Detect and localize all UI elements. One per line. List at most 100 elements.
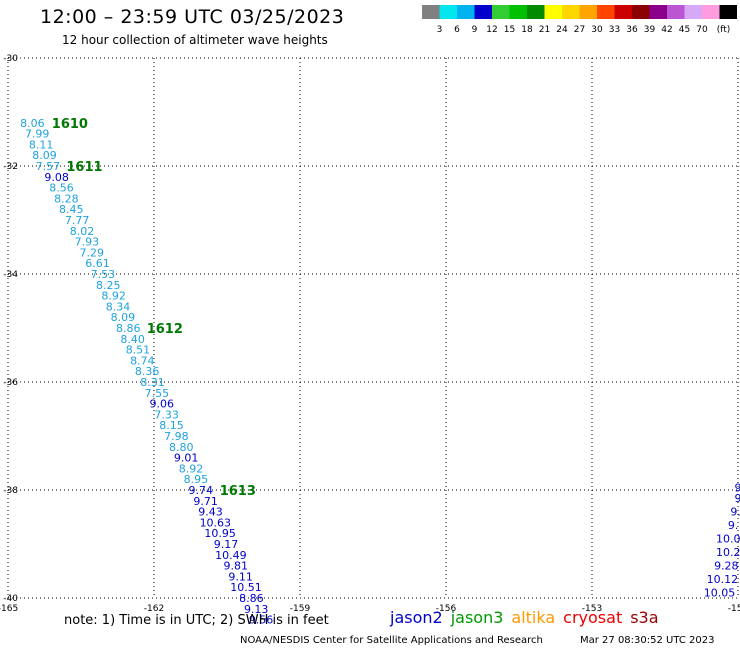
swh-value: 7.93: [75, 236, 100, 249]
y-tick-label: -38: [3, 486, 18, 496]
y-tick-label: -40: [3, 594, 18, 604]
swh-value: 8.02: [70, 225, 95, 238]
credit-text: NOAA/NESDIS Center for Satellite Applica…: [240, 635, 543, 646]
swh-value: 8.95: [184, 473, 209, 486]
legend-label: 36: [626, 25, 638, 35]
swh-value: 9.74: [188, 484, 213, 497]
swh-value: 8.40: [120, 333, 145, 346]
swh-value: 9.81: [224, 560, 249, 573]
chart-title: 12:00 – 23:59 UTC 03/25/2023: [40, 6, 345, 28]
legend-swatch: [614, 5, 632, 19]
x-tick-label: -162: [144, 604, 164, 614]
swh-value: 8.74: [130, 354, 155, 367]
swh-value: 10.0: [716, 533, 740, 546]
swh-value: 10.51: [230, 581, 262, 594]
swh-value: 9: [735, 492, 740, 505]
legend-label: 12: [486, 25, 497, 35]
swh-value: 10.2: [716, 546, 740, 559]
x-tick-label: -165: [0, 604, 18, 614]
swh-value: 9.06: [150, 398, 175, 411]
legend-label: 33: [609, 25, 620, 35]
color-legend: 3 6 9 12 15 18 21 24 27 30 33 36 39 42 45 70 (ft): [422, 5, 737, 35]
swh-value: 8.11: [29, 138, 54, 151]
y-tick-label: -30: [3, 54, 18, 64]
swh-value: 8.86: [116, 322, 141, 335]
swh-value: 8.92: [101, 290, 126, 303]
legend-label: 18: [521, 25, 533, 35]
legend-swatch: [527, 5, 545, 19]
legend-swatch: [667, 5, 685, 19]
swh-value: 8.92: [179, 462, 204, 475]
legend-label: 3: [437, 25, 443, 35]
legend-swatch: [544, 5, 562, 19]
satellite-label: s3a: [630, 608, 659, 627]
swh-value: 8.86: [239, 592, 264, 605]
satellite-label: altika: [511, 608, 556, 627]
satellite-label: jason2: [390, 608, 443, 627]
time-label: 1612: [147, 322, 183, 337]
legend-label: 39: [644, 25, 656, 35]
timestamp-text: Mar 27 08:30:52 UTC 2023: [580, 635, 715, 646]
swh-value: 9.01: [174, 452, 199, 465]
x-tick-label: -156: [436, 604, 457, 614]
legend-swatch: [439, 5, 457, 19]
legend-label: 30: [591, 25, 603, 35]
satellite-label: cryosat: [563, 608, 623, 627]
swh-value: 9: [735, 481, 740, 494]
legend-label: 45: [679, 25, 690, 35]
legend-swatch: [509, 5, 527, 19]
legend-swatch: [632, 5, 650, 19]
swh-value: 9.: [728, 519, 739, 532]
swh-value: 8.15: [159, 419, 184, 432]
swh-value: 7.99: [25, 128, 50, 141]
legend-label: 9: [472, 25, 478, 35]
swh-value: 10.49: [215, 549, 247, 562]
swh-value: 9.08: [44, 171, 69, 184]
swh-value: 7.33: [154, 408, 179, 421]
swh-value: 8.06: [20, 117, 45, 130]
satellite-legend: jason2 jason3 altika cryosat s3a: [390, 608, 667, 627]
swh-value: 8.09: [111, 311, 136, 324]
swh-value: 9.13: [244, 603, 269, 616]
swh-value: 8.80: [169, 441, 194, 454]
legend-swatch: [474, 5, 492, 19]
legend-swatch: [422, 5, 440, 19]
x-tick-label: -150: [728, 604, 740, 614]
swh-value: 7.57: [36, 160, 61, 173]
legend-swatch: [719, 5, 737, 19]
swh-value: 10.12: [707, 573, 739, 586]
swh-value: 9.28: [714, 560, 739, 573]
swh-value: 8.09: [32, 149, 57, 162]
y-tick-label: -36: [3, 378, 18, 388]
swh-value: 10.63: [200, 516, 232, 529]
y-tick-label: -32: [3, 162, 18, 172]
satellite-label: jason3: [450, 608, 504, 627]
legend-swatch: [562, 5, 580, 19]
swh-value: 9.11: [228, 570, 253, 583]
swh-value: 9.17: [214, 538, 239, 551]
swh-value: 8.56: [49, 182, 74, 195]
time-label: 1613: [220, 484, 256, 499]
time-label: 1611: [66, 160, 102, 175]
swh-value: 8.25: [96, 279, 121, 292]
swh-value: 9.71: [193, 495, 218, 508]
y-tick-label: -34: [3, 270, 18, 280]
legend-swatch: [702, 5, 720, 19]
swh-value: 9.: [730, 506, 740, 519]
legend-label: 70: [696, 25, 708, 35]
footnote: note: 1) Time is in UTC; 2) SWH is in fe…: [64, 613, 329, 628]
swh-value: 8.31: [140, 376, 165, 389]
swh-value: 10.05: [704, 587, 736, 600]
legend-unit: (ft): [717, 25, 731, 35]
legend-swatch: [492, 5, 510, 19]
x-tick-label: -153: [582, 604, 602, 614]
time-label: 1610: [52, 117, 88, 132]
legend-label: 6: [454, 25, 460, 35]
swh-value: 8.45: [59, 203, 84, 216]
swh-value: 7.55: [145, 387, 170, 400]
swh-value: 8.34: [106, 300, 131, 313]
legend-swatch: [579, 5, 597, 19]
swh-value: 8.28: [54, 192, 79, 205]
legend-label: 24: [556, 25, 568, 35]
